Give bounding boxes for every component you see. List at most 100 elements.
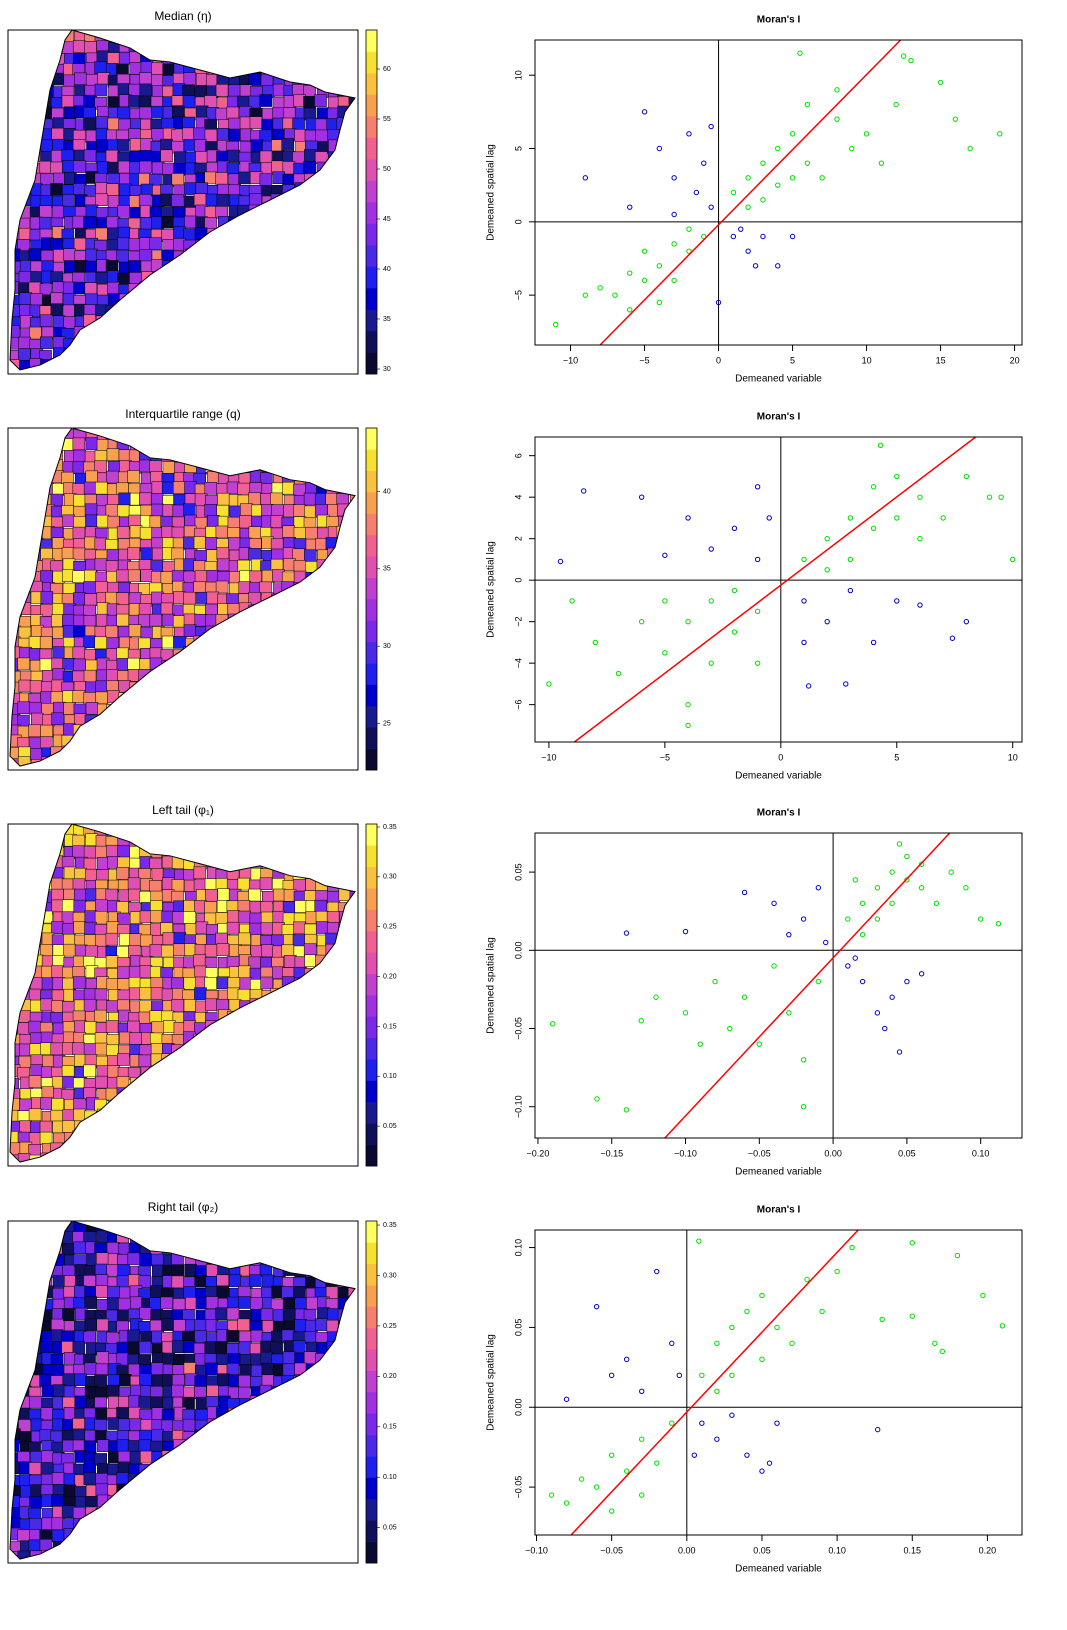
region [96, 128, 108, 140]
point [715, 1341, 719, 1345]
region [73, 1342, 85, 1354]
colorbar-band [366, 535, 377, 557]
region [306, 1165, 318, 1177]
point [987, 495, 991, 499]
region [207, 592, 219, 604]
point [825, 536, 829, 540]
region [184, 614, 196, 626]
region [95, 911, 107, 923]
region [205, 172, 217, 184]
region [185, 1297, 197, 1309]
point [715, 1437, 719, 1441]
region [304, 770, 316, 782]
point [835, 117, 839, 121]
y-axis-label: Demeaned spatial lag [486, 144, 497, 241]
region [29, 1518, 41, 1530]
region [350, 1563, 362, 1575]
region [338, 1563, 350, 1575]
region [151, 988, 163, 1000]
region [163, 1021, 175, 1033]
region [206, 1363, 218, 1375]
point [686, 702, 690, 706]
region [84, 1332, 96, 1344]
point [776, 264, 780, 268]
point [883, 1026, 887, 1030]
colorbar-band [366, 1307, 377, 1329]
region [41, 1474, 53, 1486]
region [240, 141, 252, 153]
region [205, 889, 217, 901]
region [139, 988, 151, 1000]
point [860, 932, 864, 936]
region [205, 769, 217, 781]
region [150, 461, 162, 473]
region [29, 649, 41, 661]
colorbar-band [366, 1285, 377, 1307]
region [152, 1563, 164, 1575]
point [616, 671, 620, 675]
region [51, 1110, 63, 1122]
region [95, 846, 107, 858]
region [228, 129, 240, 141]
region [64, 1473, 76, 1485]
region [118, 1462, 130, 1474]
point [746, 176, 750, 180]
point [663, 599, 667, 603]
region [195, 1275, 207, 1287]
colorbar-band [366, 620, 377, 642]
region [139, 1055, 151, 1067]
region [205, 901, 217, 913]
region [117, 867, 129, 879]
colorbar-label: 0.35 [383, 824, 397, 831]
colorbar-band [366, 1371, 377, 1393]
colorbar-band [366, 845, 377, 867]
region [238, 1319, 250, 1331]
point [549, 1493, 553, 1497]
region [293, 934, 305, 946]
point [745, 1309, 749, 1313]
region [139, 194, 151, 206]
region [207, 570, 219, 582]
region [107, 978, 119, 990]
region [227, 1308, 239, 1320]
region [349, 770, 361, 782]
region [73, 1099, 85, 1111]
region [251, 1365, 263, 1377]
point [655, 1269, 659, 1273]
point [875, 886, 879, 890]
point [953, 117, 957, 121]
colorbar-band [366, 1123, 377, 1145]
region [29, 637, 41, 649]
region [75, 1374, 87, 1386]
region [84, 570, 96, 582]
colorbar-band [366, 202, 377, 224]
region [194, 537, 206, 549]
region [18, 658, 30, 670]
region [62, 472, 74, 484]
region [139, 603, 151, 615]
region [73, 461, 85, 473]
region [195, 140, 207, 152]
region [129, 261, 141, 273]
region [40, 1132, 52, 1144]
region [86, 946, 98, 958]
region [217, 1165, 229, 1177]
region [228, 85, 240, 97]
region [117, 1473, 129, 1485]
point [890, 995, 894, 999]
region [129, 592, 141, 604]
point [709, 547, 713, 551]
region [293, 118, 305, 130]
colorbar-band [366, 52, 377, 74]
point [732, 588, 736, 592]
colorbar-band [366, 288, 377, 310]
region [128, 1342, 140, 1354]
region [73, 161, 85, 173]
point [767, 516, 771, 520]
region [118, 626, 130, 638]
colorbar-band [366, 1242, 377, 1264]
region [172, 1276, 184, 1288]
region [107, 1045, 119, 1057]
region [85, 889, 97, 901]
region [139, 96, 151, 108]
